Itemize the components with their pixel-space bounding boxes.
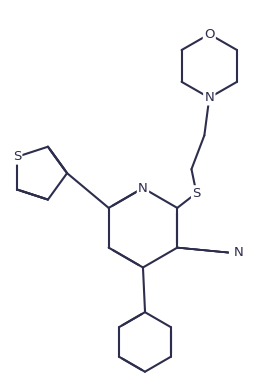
Text: N: N bbox=[234, 246, 244, 259]
Text: O: O bbox=[204, 28, 215, 41]
Text: S: S bbox=[192, 187, 201, 199]
Text: S: S bbox=[13, 150, 21, 163]
Text: N: N bbox=[205, 91, 214, 104]
Text: N: N bbox=[138, 181, 148, 195]
